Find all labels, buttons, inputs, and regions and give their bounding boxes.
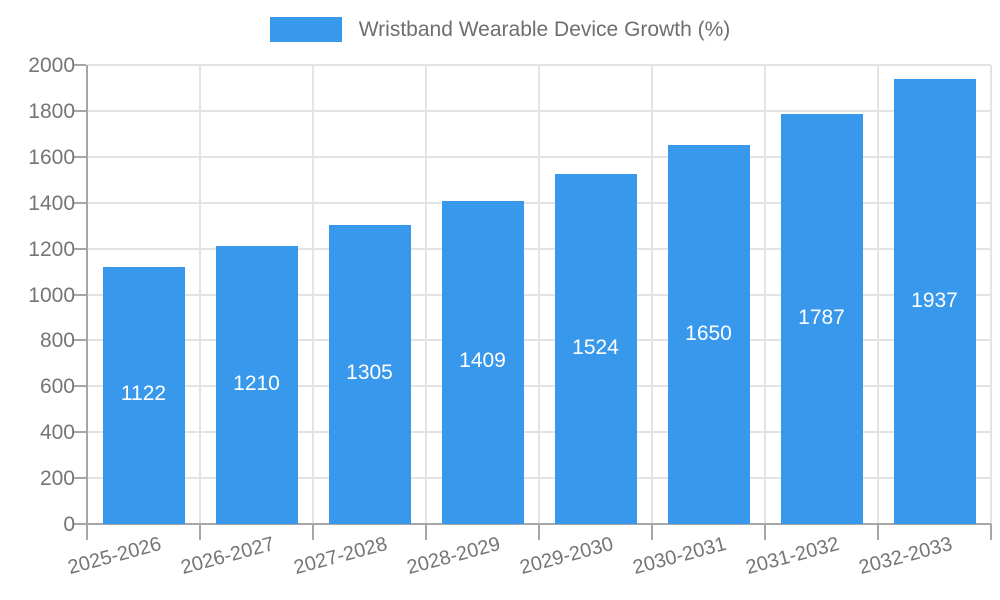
plot-area: 0 200 400 600 800 1000 1200 1400 1600 1800 2000 112… [28, 55, 992, 579]
x-axis-label: 2031-2032 [743, 533, 842, 580]
y-axis-label: 200 [39, 467, 75, 491]
x-axis-tick [877, 524, 879, 540]
x-axis-label: 2032-2033 [856, 533, 955, 580]
x-axis-tick [651, 524, 653, 540]
bar-2025-2026[interactable]: 1122 [102, 266, 185, 524]
bar-value-label: 1305 [346, 361, 393, 385]
y-axis-label: 1600 [28, 145, 75, 169]
x-axis-label: 2025-2026 [65, 533, 164, 580]
bar-value-label: 1937 [911, 288, 958, 312]
y-axis-label: 1400 [28, 191, 75, 215]
y-axis-label: 800 [39, 329, 75, 353]
gridline-vertical [538, 65, 540, 524]
y-axis-tick [74, 155, 86, 158]
gridline-vertical [764, 65, 766, 524]
y-axis-tick [74, 431, 86, 434]
x-axis-label: 2026-2027 [178, 533, 277, 580]
bar-value-label: 1787 [798, 305, 845, 329]
legend-label[interactable]: Wristband Wearable Device Growth (%) [358, 18, 731, 41]
y-axis-tick [74, 523, 86, 525]
x-axis-tick [199, 524, 201, 540]
y-axis-label: 1200 [28, 237, 75, 261]
x-axis-tick [538, 524, 540, 540]
legend-swatch[interactable] [269, 17, 342, 42]
bar-2028-2029[interactable]: 1409 [441, 200, 524, 524]
y-axis-tick [74, 201, 86, 204]
y-axis-tick [74, 477, 86, 480]
y-axis-label: 1800 [28, 99, 75, 123]
bar-value-label: 1650 [685, 321, 732, 345]
bar-2032-2033[interactable]: 1937 [893, 79, 976, 524]
bar-2026-2027[interactable]: 1210 [215, 246, 298, 524]
y-axis-tick [74, 339, 86, 342]
x-axis-label: 2030-2031 [630, 533, 729, 580]
x-axis-tick [764, 524, 766, 540]
gridline-vertical [312, 65, 314, 524]
y-axis-label: 2000 [28, 54, 75, 77]
x-axis-label: 2027-2028 [291, 533, 390, 580]
bar-value-label: 1409 [459, 349, 506, 373]
y-axis-tick [74, 109, 86, 112]
y-axis-label: 1000 [28, 283, 75, 307]
bar-value-label: 1524 [572, 336, 619, 360]
y-axis-tick [74, 247, 86, 250]
gridline-vertical [651, 65, 653, 524]
bar-2029-2030[interactable]: 1524 [554, 174, 637, 524]
bar-value-label: 1210 [233, 372, 280, 396]
bar-2031-2032[interactable]: 1787 [780, 113, 863, 524]
gridline-vertical [425, 65, 427, 524]
gridline-vertical [877, 65, 879, 524]
y-axis-tick [74, 385, 86, 388]
y-axis-tick [74, 64, 86, 66]
bar-value-label: 1122 [120, 382, 167, 406]
bar-2030-2031[interactable]: 1650 [667, 145, 750, 524]
y-axis-label: 400 [39, 421, 75, 445]
y-axis-label: 600 [39, 375, 75, 399]
x-axis-tick [312, 524, 314, 540]
gridline-vertical [990, 65, 992, 524]
x-axis-tick [990, 524, 992, 540]
x-axis-line [87, 523, 991, 525]
x-axis-label: 2029-2030 [517, 533, 616, 580]
x-axis-tick [425, 524, 427, 540]
y-axis-tick [74, 293, 86, 296]
bar-2027-2028[interactable]: 1305 [328, 224, 411, 524]
y-axis-label: 0 [63, 513, 75, 536]
chart-legend[interactable]: Wristband Wearable Device Growth (%) [0, 17, 1000, 42]
x-axis-label: 2028-2029 [404, 533, 503, 580]
y-axis-line [86, 65, 88, 540]
gridline-vertical [199, 65, 201, 524]
